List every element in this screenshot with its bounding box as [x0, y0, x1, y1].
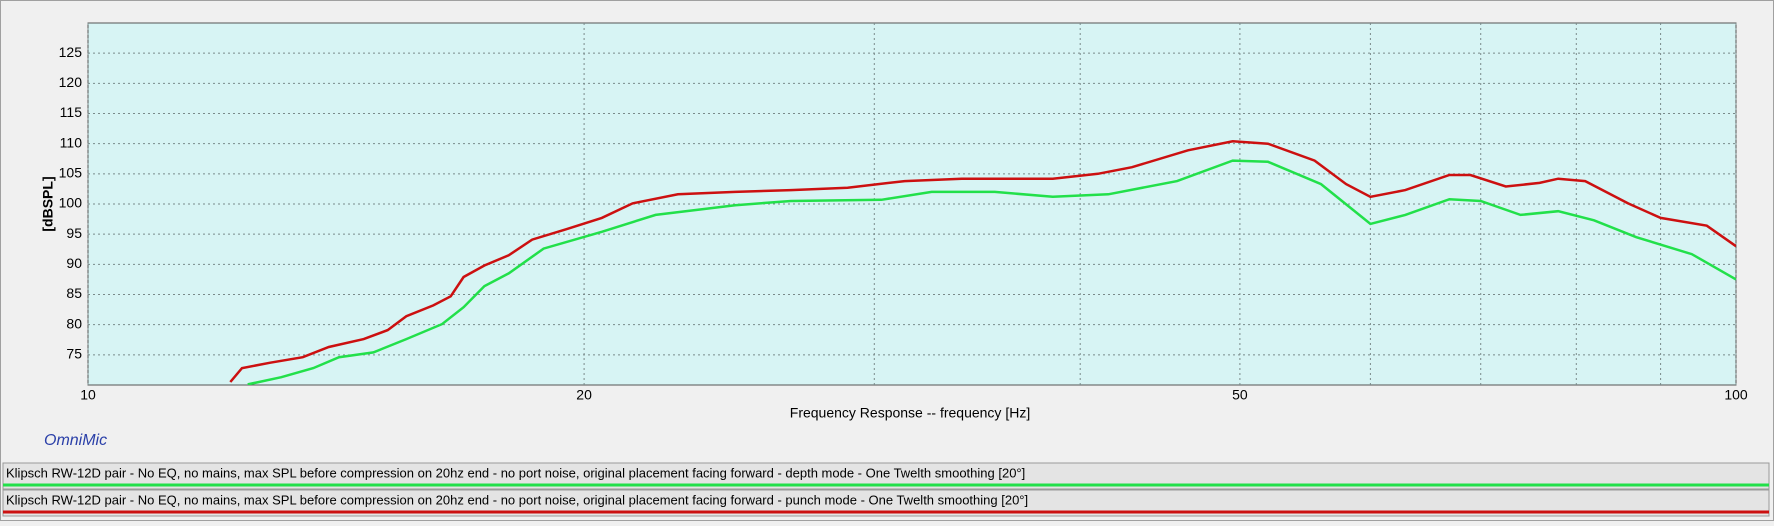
x-tick-label: 100 — [1724, 387, 1748, 403]
y-tick-label: 75 — [66, 346, 82, 362]
y-tick-label: 110 — [60, 134, 83, 150]
y-tick-label: 100 — [59, 195, 83, 211]
y-axis-label: [dBSPL] — [40, 176, 56, 231]
series-line — [247, 159, 1736, 385]
series-line — [229, 140, 1736, 383]
y-tick-label: 125 — [59, 44, 83, 60]
x-tick-label: 20 — [576, 387, 592, 403]
legend-label: Klipsch RW-12D pair - No EQ, no mains, m… — [6, 492, 1028, 507]
y-tick-label: 115 — [60, 104, 83, 120]
y-tick-label: 95 — [66, 225, 82, 241]
x-axis-label: Frequency Response -- frequency [Hz] — [790, 405, 1030, 421]
x-tick-label: 50 — [1232, 387, 1248, 403]
legend-label: Klipsch RW-12D pair - No EQ, no mains, m… — [6, 465, 1025, 480]
y-tick-label: 105 — [59, 165, 83, 181]
y-tick-label: 120 — [59, 74, 83, 90]
x-tick-label: 10 — [80, 387, 96, 403]
brand: OmniMic — [44, 432, 107, 449]
plot-area — [87, 22, 1737, 386]
y-tick-label: 80 — [66, 315, 82, 331]
y-tick-label: 85 — [66, 285, 82, 301]
y-tick-label: 90 — [66, 255, 82, 271]
